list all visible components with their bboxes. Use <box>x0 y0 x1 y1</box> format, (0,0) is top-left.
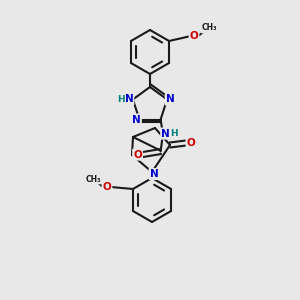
Text: O: O <box>103 182 111 192</box>
Text: CH₃: CH₃ <box>85 175 101 184</box>
Text: N: N <box>124 94 133 104</box>
Text: H: H <box>117 95 125 104</box>
Text: O: O <box>133 150 142 160</box>
Text: N: N <box>150 169 158 179</box>
Text: N: N <box>166 94 175 104</box>
Text: O: O <box>187 138 195 148</box>
Text: CH₃: CH₃ <box>201 23 217 32</box>
Text: H: H <box>170 129 177 138</box>
Text: N: N <box>161 129 170 139</box>
Text: N: N <box>132 115 141 124</box>
Text: O: O <box>190 31 198 41</box>
